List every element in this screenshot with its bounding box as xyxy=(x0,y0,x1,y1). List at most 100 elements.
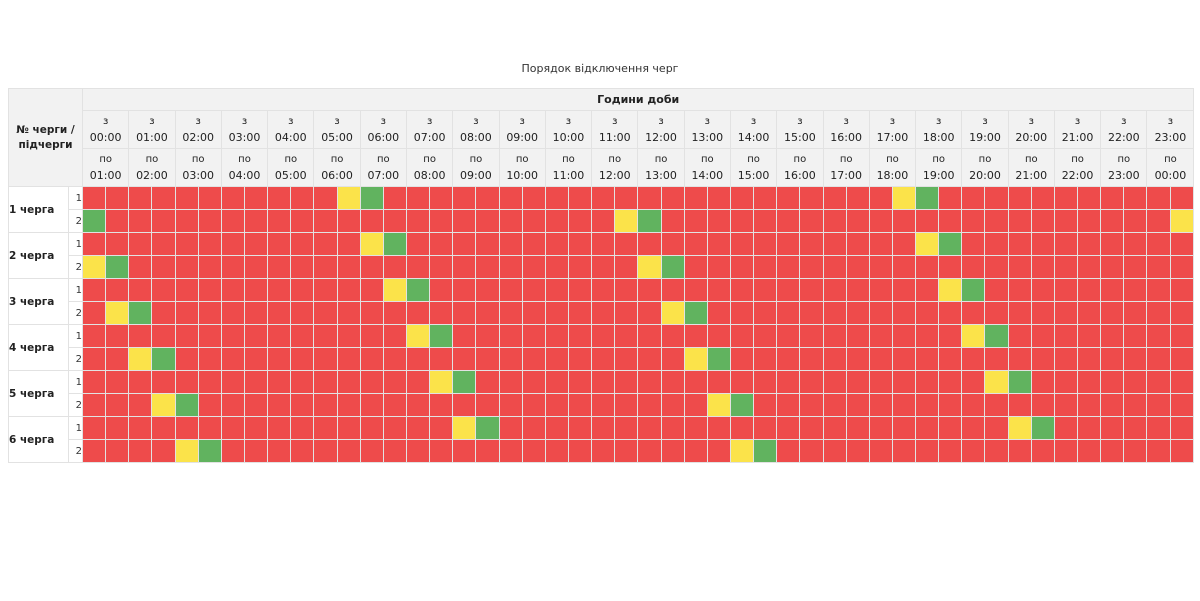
queue-label: 3 черга xyxy=(8,278,69,325)
to-prefix: по xyxy=(469,153,483,165)
hour-from-header: з 01:00 xyxy=(128,110,176,149)
schedule-cell xyxy=(1053,255,1079,279)
schedule-cell xyxy=(128,232,153,256)
schedule-cell xyxy=(660,255,685,279)
schedule-cell xyxy=(660,278,685,302)
schedule-cell xyxy=(984,370,1009,394)
schedule-cell xyxy=(475,370,500,394)
schedule-cell xyxy=(868,255,893,279)
schedule-cell xyxy=(868,393,893,417)
schedule-cell xyxy=(776,416,801,440)
schedule-cell xyxy=(1100,370,1125,394)
schedule-cell xyxy=(220,347,245,371)
schedule-cell xyxy=(938,232,963,256)
schedule-cell xyxy=(729,278,755,302)
schedule-cell xyxy=(521,370,546,394)
schedule-cell xyxy=(197,393,222,417)
schedule-cell xyxy=(753,186,778,210)
schedule-cell xyxy=(1077,393,1102,417)
schedule-cell xyxy=(1077,324,1102,348)
schedule-cell xyxy=(429,393,454,417)
queue-label: 4 черга xyxy=(8,324,69,371)
schedule-cell xyxy=(405,209,431,233)
schedule-cell xyxy=(336,186,361,210)
schedule-cell xyxy=(660,301,685,325)
schedule-cell xyxy=(405,370,431,394)
to-time: 05:00 xyxy=(274,168,307,182)
schedule-cell xyxy=(706,439,731,463)
schedule-cell xyxy=(128,278,153,302)
to-time: 09:00 xyxy=(460,168,492,182)
schedule-cell xyxy=(105,393,130,417)
schedule-cell xyxy=(1169,347,1195,371)
hour-to-header: по 14:00 xyxy=(683,148,731,187)
schedule-cell xyxy=(290,439,315,463)
schedule-cell xyxy=(961,301,986,325)
schedule-cell xyxy=(382,255,407,279)
schedule-cell xyxy=(243,347,269,371)
schedule-cell xyxy=(81,439,107,463)
hour-from-header: з 08:00 xyxy=(452,110,500,149)
schedule-cell xyxy=(105,324,130,348)
schedule-cell xyxy=(591,278,616,302)
schedule-cell xyxy=(243,393,269,417)
schedule-cell xyxy=(81,393,107,417)
schedule-cell xyxy=(544,416,569,440)
schedule-cell xyxy=(452,393,477,417)
schedule-cell xyxy=(1077,370,1102,394)
schedule-cell xyxy=(267,439,292,463)
schedule-cell xyxy=(776,232,801,256)
schedule-cell xyxy=(845,439,870,463)
schedule-cell xyxy=(429,439,454,463)
schedule-cell xyxy=(475,393,500,417)
from-time: 19:00 xyxy=(969,130,1001,144)
schedule-cell xyxy=(174,232,199,256)
schedule-cell xyxy=(151,255,176,279)
schedule-cell xyxy=(753,278,778,302)
schedule-cell xyxy=(475,186,500,210)
schedule-cell xyxy=(776,370,801,394)
to-prefix: по xyxy=(1071,153,1084,165)
schedule-cell xyxy=(614,278,639,302)
schedule-cell xyxy=(591,439,616,463)
schedule-cell xyxy=(753,439,778,463)
schedule-cell xyxy=(706,186,731,210)
hour-from-header: з 15:00 xyxy=(776,110,824,149)
schedule-cell xyxy=(614,370,639,394)
schedule-cell xyxy=(915,393,940,417)
schedule-cell xyxy=(521,232,546,256)
to-prefix: по xyxy=(978,153,992,165)
schedule-cell xyxy=(799,347,824,371)
schedule-cell xyxy=(799,370,824,394)
schedule-cell xyxy=(660,370,685,394)
schedule-cell xyxy=(938,416,963,440)
schedule-cell xyxy=(915,301,940,325)
schedule-cell xyxy=(498,255,523,279)
from-time: 01:00 xyxy=(136,130,168,144)
schedule-cell xyxy=(81,209,107,233)
schedule-cell xyxy=(614,439,639,463)
schedule-cell xyxy=(1100,255,1125,279)
schedule-cell xyxy=(475,439,500,463)
schedule-cell xyxy=(984,232,1009,256)
hour-to-header: по 15:00 xyxy=(729,148,778,187)
schedule-cell xyxy=(1007,324,1032,348)
schedule-cell xyxy=(1123,370,1148,394)
schedule-cell xyxy=(729,209,755,233)
schedule-cell xyxy=(567,324,593,348)
schedule-cell xyxy=(128,370,153,394)
schedule-cell xyxy=(336,301,361,325)
schedule-cell xyxy=(544,232,569,256)
schedule-cell xyxy=(845,393,870,417)
schedule-cell xyxy=(1053,439,1079,463)
schedule-cell xyxy=(197,347,222,371)
schedule-cell xyxy=(382,393,407,417)
schedule-cell xyxy=(128,393,153,417)
schedule-cell xyxy=(938,393,963,417)
schedule-cell xyxy=(197,370,222,394)
schedule-cell xyxy=(1077,232,1102,256)
from-prefix: з xyxy=(1167,115,1174,127)
to-time: 20:00 xyxy=(969,168,1001,182)
schedule-cell xyxy=(1123,416,1148,440)
schedule-cell xyxy=(313,416,338,440)
